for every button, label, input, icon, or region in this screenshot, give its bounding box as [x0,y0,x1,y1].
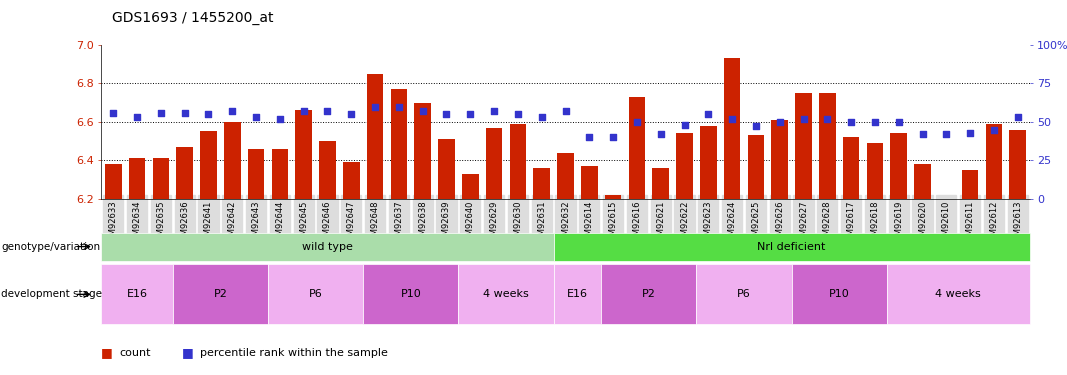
Point [890,119,907,125]
Bar [510,124,526,199]
Text: GDS1693 / 1455200_at: GDS1693 / 1455200_at [112,11,273,25]
Point [866,119,883,125]
Bar [224,122,241,199]
Text: development stage: development stage [1,290,102,299]
Point [818,116,835,122]
Text: ■: ■ [181,346,193,359]
Bar [961,170,978,199]
Text: Nrl deficient: Nrl deficient [758,242,826,252]
Point [200,111,217,117]
Point [628,119,646,125]
Point [557,108,574,114]
Text: count: count [120,348,152,357]
Point [747,123,764,129]
Point [296,108,313,114]
Point [509,111,526,117]
Point [771,119,789,125]
Bar [391,89,408,199]
Point [343,111,360,117]
Bar [248,149,265,199]
Point [700,111,717,117]
Point [676,122,694,128]
Bar [176,147,193,199]
Bar [676,134,692,199]
Text: E16: E16 [567,290,588,299]
Bar [628,97,646,199]
Point [580,134,598,140]
Point [986,127,1003,133]
Point [485,108,503,114]
Text: P6: P6 [308,290,322,299]
Point [367,104,384,110]
Bar [771,120,789,199]
Bar [1009,130,1026,199]
Text: genotype/variation: genotype/variation [1,242,100,252]
Point [723,116,740,122]
Text: wild type: wild type [302,242,353,252]
Text: 4 weeks: 4 weeks [936,290,982,299]
Text: percentile rank within the sample: percentile rank within the sample [200,348,387,357]
Point [843,119,860,125]
Point [961,130,978,136]
Point [437,111,455,117]
Bar [866,143,883,199]
Bar [319,141,336,199]
Bar [580,166,598,199]
Text: P10: P10 [829,290,849,299]
Text: P2: P2 [213,290,227,299]
Bar [462,174,479,199]
Bar [414,103,431,199]
Bar [439,139,455,199]
Text: P2: P2 [642,290,656,299]
Bar [605,195,621,199]
Point [224,108,241,114]
Text: 4 weeks: 4 weeks [483,290,529,299]
Bar [890,134,907,199]
Point [153,110,170,116]
Bar [153,158,170,199]
Point [938,131,955,137]
Text: E16: E16 [127,290,147,299]
Point [652,131,669,137]
Point [795,116,812,122]
Bar [700,126,717,199]
Point [248,114,265,120]
Bar [986,124,1002,199]
Point [534,114,551,120]
Bar [843,137,860,199]
Bar [105,164,122,199]
Bar [296,110,312,199]
Bar [201,132,217,199]
Bar [367,74,383,199]
Bar [723,58,740,199]
Bar [819,93,835,199]
Point [462,111,479,117]
Point [914,131,931,137]
Bar [485,128,503,199]
Bar [129,158,145,199]
Bar [652,168,669,199]
Point [1009,114,1026,120]
Bar [343,162,360,199]
Point [176,110,193,116]
Point [605,134,622,140]
Text: P10: P10 [400,290,421,299]
Point [414,108,431,114]
Bar [271,149,288,199]
Text: P6: P6 [737,290,751,299]
Bar [557,153,574,199]
Point [271,116,288,122]
Point [105,110,122,116]
Bar [914,164,930,199]
Text: ■: ■ [101,346,113,359]
Bar [795,93,812,199]
Point [319,108,336,114]
Point [128,114,145,120]
Bar [534,168,551,199]
Point [391,104,408,110]
Bar [748,135,764,199]
